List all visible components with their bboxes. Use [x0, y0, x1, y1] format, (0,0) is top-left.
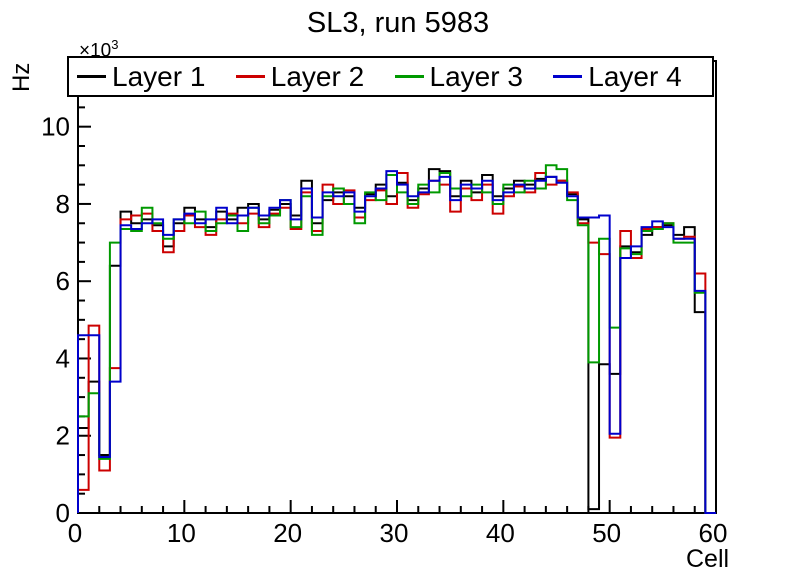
x-tick-label: 60	[699, 518, 728, 548]
layer-4-line-swatch	[553, 75, 583, 78]
legend-label-layer-4: Layer 4	[588, 60, 682, 92]
y-tick-label: 2	[56, 421, 70, 451]
x-axis-title: Cell	[686, 545, 730, 572]
x-tick-label: 0	[68, 518, 82, 548]
x-tick-label: 30	[380, 518, 409, 548]
x-tick-label: 40	[486, 518, 515, 548]
y-tick-label: 6	[56, 266, 70, 296]
legend-label-layer-3: Layer 3	[429, 60, 523, 92]
legend-box: Layer 1 Layer 2 Layer 3 Layer 4	[67, 56, 714, 97]
y-tick-label: 10	[41, 112, 70, 142]
legend-label-layer-2: Layer 2	[270, 60, 365, 92]
legend-entry-layer-2: Layer 2	[235, 60, 395, 93]
legend-entry-layer-4: Layer 4	[553, 61, 712, 93]
x-tick-label: 20	[273, 518, 302, 548]
series-layer-4-path	[77, 170, 716, 514]
legend-entry-layer-1: Layer 1	[77, 61, 236, 93]
x-tick-label: 10	[167, 518, 196, 548]
y-tick-label: 8	[56, 189, 70, 219]
legend-label-layer-1: Layer 1	[112, 60, 206, 92]
layer-1-line-swatch	[77, 75, 106, 78]
legend-entry-layer-3: Layer 3	[394, 60, 554, 93]
x-tick-label: 50	[592, 518, 621, 548]
layer-2-line-swatch	[235, 75, 265, 78]
y-tick-label: 0	[56, 498, 70, 528]
layer-3-line-swatch	[394, 75, 424, 78]
power-exponent: 3	[111, 37, 119, 52]
plot-title: SL3, run 5983	[306, 7, 490, 39]
y-tick-label: 4	[56, 343, 70, 373]
